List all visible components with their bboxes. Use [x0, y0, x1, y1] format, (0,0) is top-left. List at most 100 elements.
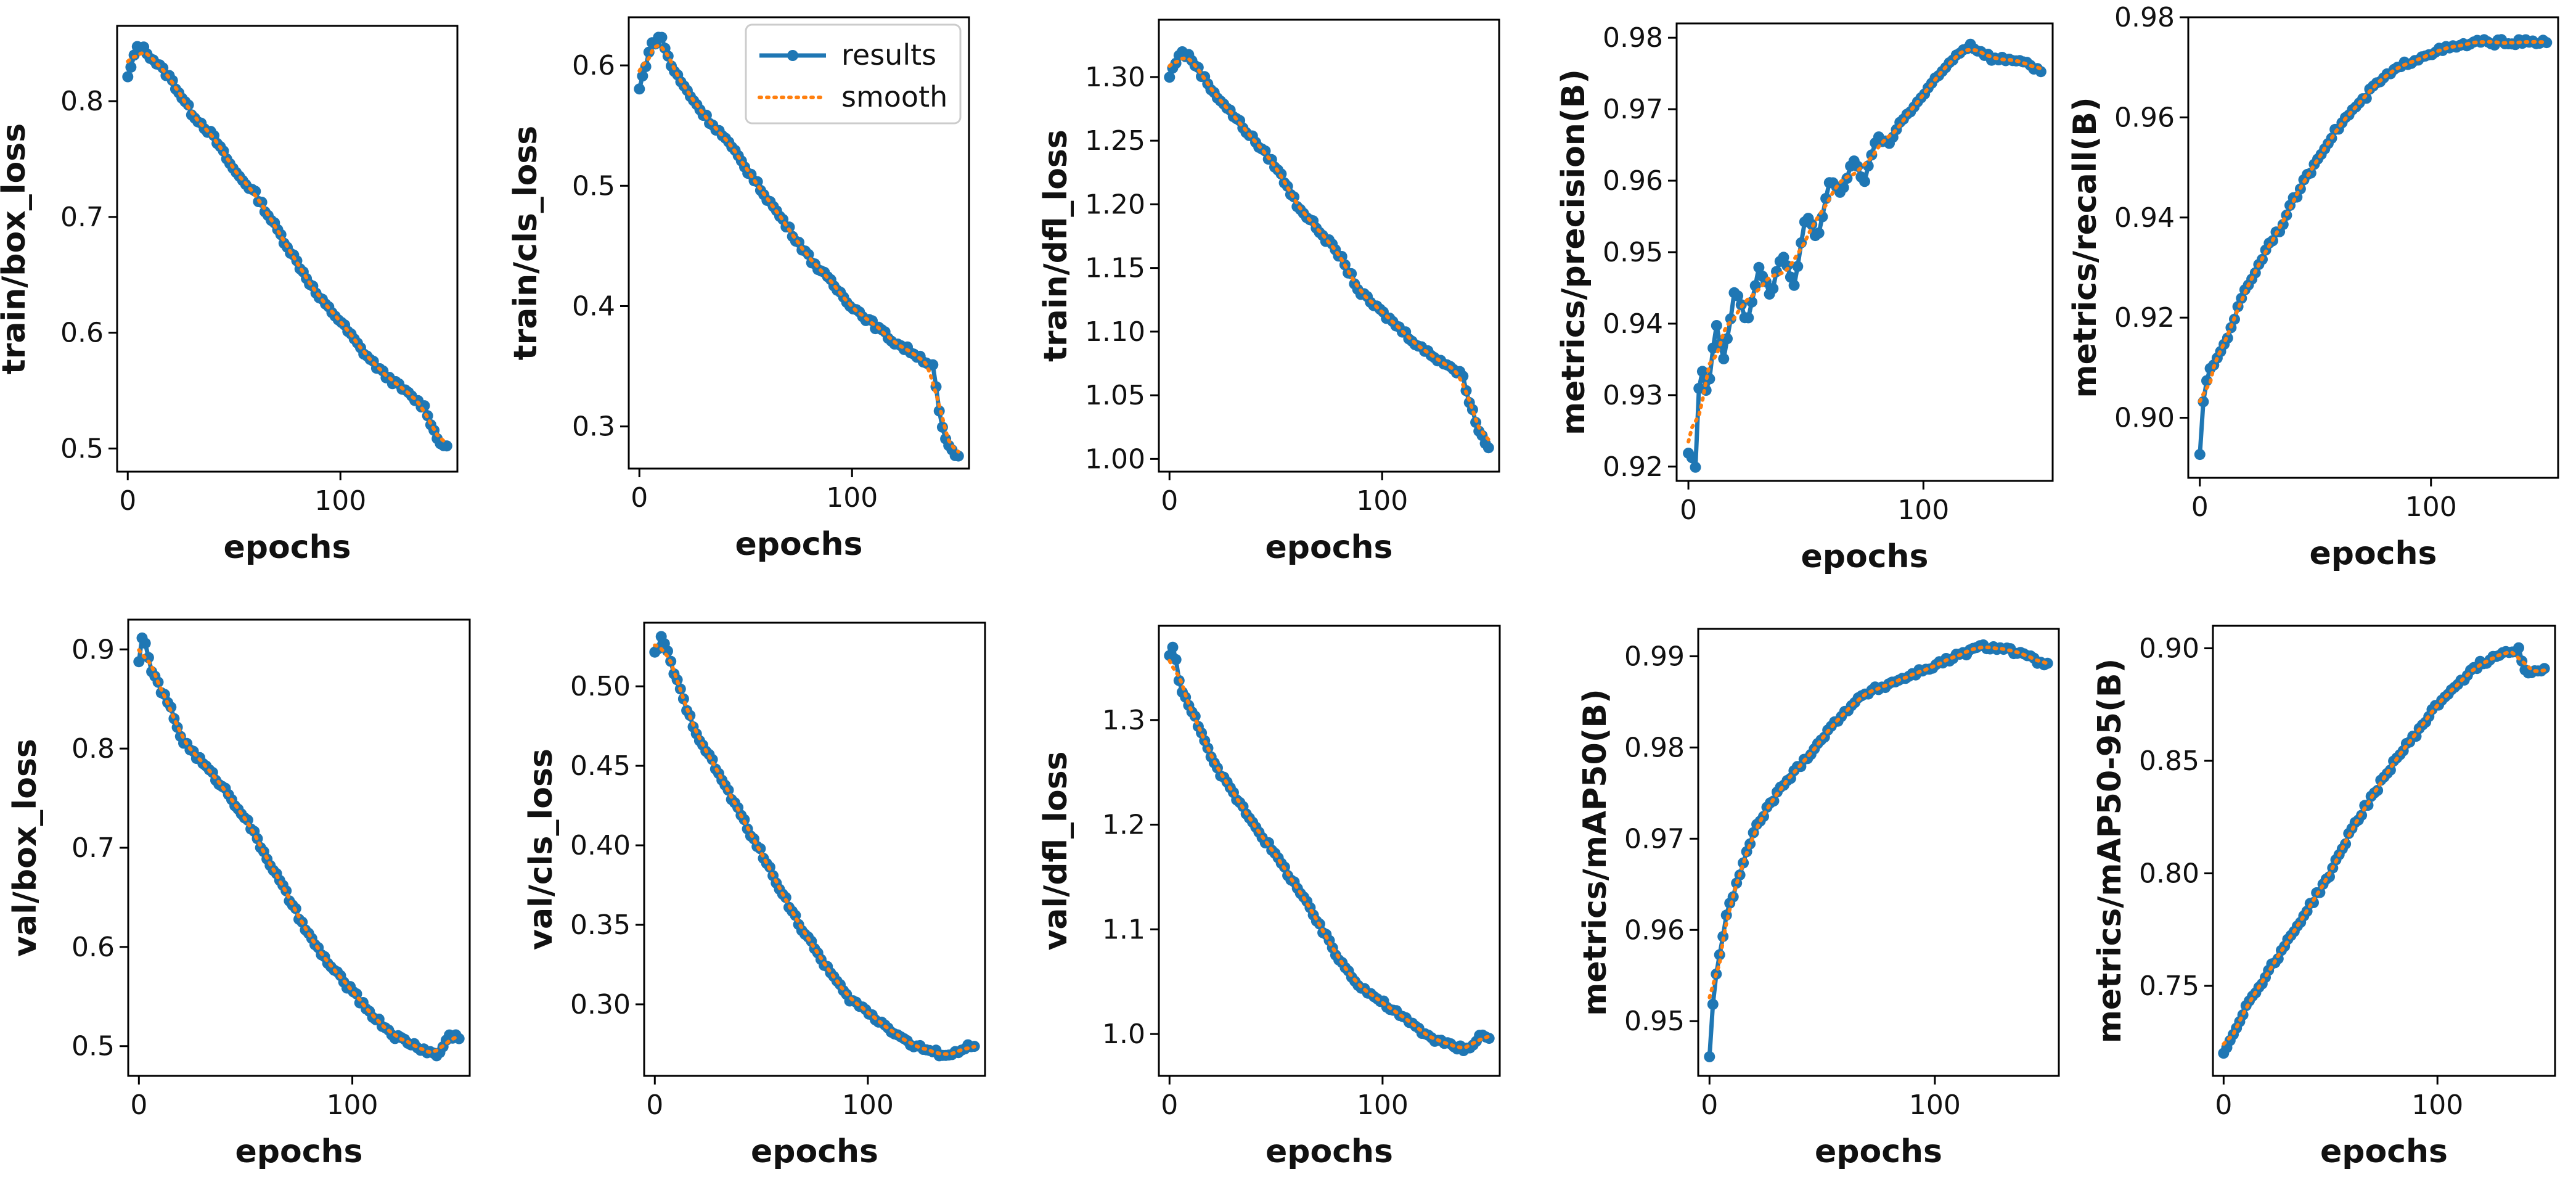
results-point — [1690, 461, 1701, 473]
results-point — [1725, 313, 1736, 325]
y-tick-label: 0.97 — [1624, 823, 1685, 855]
y-tick-label: 0.90 — [2114, 403, 2175, 434]
y-axis-label: train/dfl_loss — [1037, 129, 1074, 362]
y-tick-label: 1.20 — [1085, 189, 1145, 220]
y-tick-label: 0.94 — [1603, 308, 1663, 340]
legend-results-marker — [787, 50, 798, 61]
y-tick-label: 0.97 — [1603, 94, 1663, 125]
smooth-series-line — [653, 643, 976, 1057]
axes-frame — [1158, 625, 1501, 1077]
y-tick-label: 0.7 — [60, 202, 104, 233]
results-point — [133, 656, 145, 668]
y-axis-label: metrics/recall(B) — [2067, 97, 2104, 398]
smooth-series-line — [1167, 658, 1491, 1050]
y-axis-label: train/cls_loss — [507, 126, 544, 360]
results-point — [637, 70, 648, 82]
x-tick-label: 0 — [2191, 491, 2209, 523]
y-tick-label: 0.85 — [2139, 745, 2199, 777]
x-axis-label: epochs — [735, 526, 862, 563]
results-point — [1859, 176, 1870, 187]
y-tick-label: 0.95 — [1624, 1006, 1685, 1037]
y-tick-label: 0.92 — [1603, 451, 1663, 483]
results-point — [453, 1033, 465, 1044]
axes-frame — [1158, 18, 1500, 473]
axes-frame — [1675, 22, 2054, 482]
results-point — [1732, 290, 1744, 301]
results-point — [1767, 283, 1779, 294]
results-point — [1778, 252, 1789, 263]
y-tick-label: 1.3 — [1102, 705, 1145, 736]
y-tick-label: 0.30 — [570, 989, 631, 1020]
smooth-series-line — [1167, 56, 1490, 441]
x-tick-label: 0 — [130, 1089, 147, 1121]
chart-panel-train-dfl-loss: 0 100 1.00 1.05 1.10 1.15 1.20 1.25 1.30 epochs tr… — [1037, 18, 1500, 566]
x-tick-label: 0 — [1161, 485, 1178, 517]
y-tick-label: 1.1 — [1102, 914, 1145, 945]
x-tick-label: 100 — [826, 482, 878, 514]
results-point — [1704, 1051, 1715, 1062]
chart-panel-metrics-precision-b: 0 100 0.92 0.93 0.94 0.95 0.96 0.97 0.98 epochs me… — [1555, 22, 2054, 575]
y-axis-label: metrics/mAP50-95(B) — [2091, 658, 2128, 1044]
y-tick-label: 0.4 — [572, 290, 615, 322]
x-tick-label: 0 — [1161, 1089, 1178, 1121]
results-point — [927, 359, 939, 371]
y-tick-label: 0.6 — [60, 318, 104, 349]
legend: results smooth — [745, 23, 962, 125]
smooth-series-line — [637, 43, 960, 454]
results-point — [1813, 227, 1825, 239]
y-tick-label: 0.96 — [1603, 165, 1663, 197]
chart-panel-val-dfl-loss: 0 100 1.0 1.1 1.2 1.3 epochs val/dfl_loss — [1037, 625, 1501, 1170]
y-tick-label: 0.92 — [2114, 302, 2175, 334]
smooth-series-line — [1707, 645, 2050, 999]
y-tick-label: 0.50 — [570, 671, 631, 702]
x-tick-label: 100 — [327, 1089, 378, 1121]
y-tick-label: 0.90 — [2139, 633, 2199, 665]
y-tick-label: 1.00 — [1085, 443, 1145, 475]
y-tick-label: 0.35 — [570, 909, 631, 941]
legend-smooth-label: smooth — [841, 80, 947, 113]
results-point — [2194, 449, 2206, 461]
x-tick-label: 100 — [1357, 1089, 1409, 1121]
results-series-line — [1167, 645, 1490, 1053]
y-tick-label: 0.95 — [1603, 237, 1663, 268]
axes-frame — [643, 621, 986, 1077]
y-tick-label: 0.96 — [1624, 914, 1685, 946]
x-tick-label: 100 — [2411, 1089, 2463, 1121]
results-series-line — [1687, 42, 2043, 470]
axes-frame — [116, 25, 459, 473]
y-tick-label: 0.93 — [1603, 380, 1663, 411]
axes-frame — [1697, 628, 2060, 1077]
results-series-line — [2222, 646, 2546, 1054]
x-axis-label: epochs — [1265, 529, 1392, 566]
x-axis-label: epochs — [235, 1133, 362, 1170]
x-axis-label: epochs — [1266, 1133, 1393, 1170]
results-point — [1170, 654, 1182, 665]
axes-frame — [2187, 16, 2559, 479]
x-tick-label: 0 — [1701, 1089, 1718, 1121]
smooth-series-line — [1687, 47, 2043, 444]
chart-panel-metrics-map50-b: 0 100 0.95 0.96 0.97 0.98 0.99 epochs metrics/mA… — [1577, 628, 2060, 1170]
x-tick-label: 100 — [842, 1089, 894, 1121]
y-axis-label: metrics/precision(B) — [1555, 69, 1592, 435]
results-point — [1788, 279, 1800, 291]
y-tick-label: 1.05 — [1085, 380, 1145, 411]
smooth-series-line — [2222, 650, 2546, 1046]
y-axis-label: val/dfl_loss — [1037, 751, 1074, 950]
results-series-line — [1167, 49, 1490, 449]
results-point — [2042, 657, 2053, 669]
results-point — [1838, 182, 1849, 194]
y-tick-label: 0.80 — [2139, 858, 2199, 890]
x-tick-label: 100 — [1356, 485, 1408, 517]
results-point — [952, 450, 964, 462]
y-tick-label: 0.94 — [2114, 202, 2175, 234]
legend-results-label: results — [841, 38, 936, 72]
results-point — [1164, 72, 1176, 83]
x-axis-label: epochs — [2309, 535, 2437, 572]
results-series-line — [653, 634, 975, 1058]
results-series-line — [136, 636, 461, 1058]
chart-panel-metrics-recall-b: 0 100 0.90 0.92 0.94 0.96 0.98 epochs metrics/re… — [2067, 2, 2559, 572]
x-tick-label: 0 — [1680, 494, 1697, 526]
chart-panel-train-box-loss: 0 100 0.5 0.6 0.7 0.8 epochs train/box_loss — [0, 25, 459, 566]
results-point — [1718, 353, 1730, 364]
